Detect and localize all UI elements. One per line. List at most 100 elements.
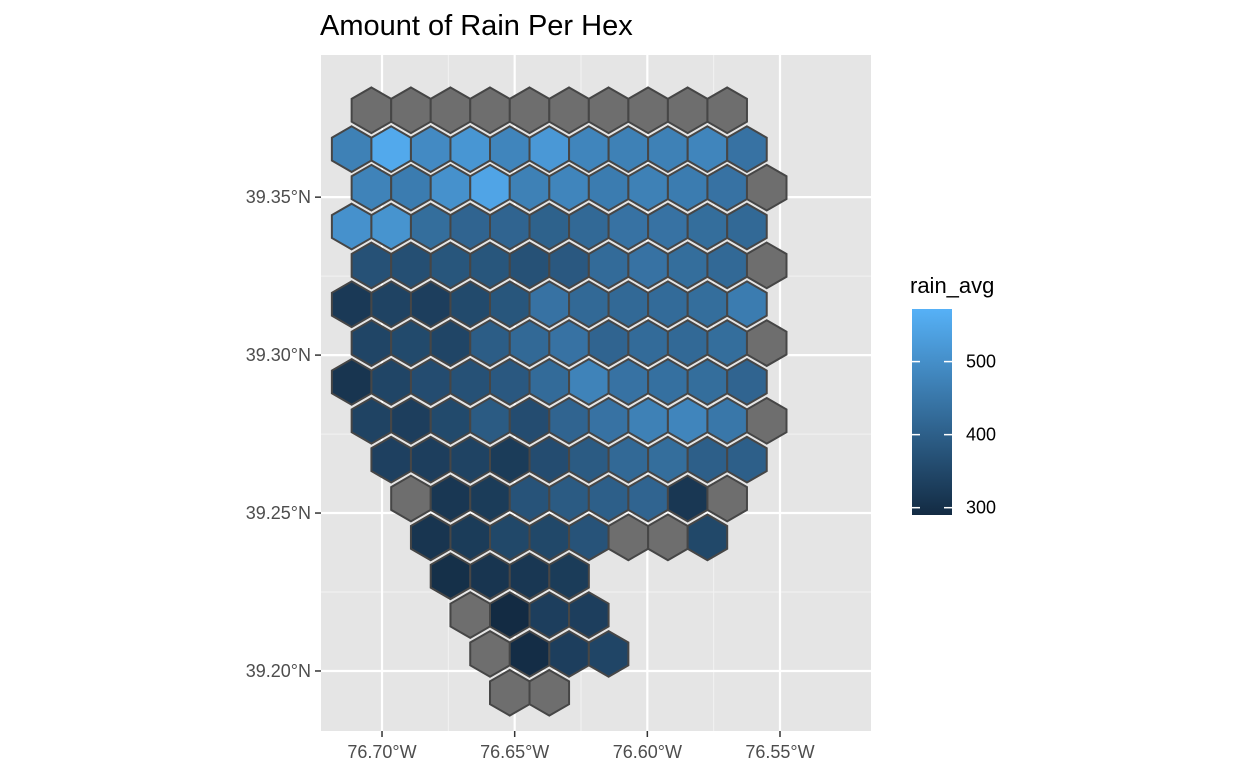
hex-cell — [429, 396, 472, 445]
hex-cell — [449, 202, 492, 251]
hex-cell — [666, 396, 709, 445]
hex-cell — [449, 280, 492, 329]
hex-cell-na — [587, 86, 630, 135]
hex-cell — [390, 241, 432, 290]
hex-cell — [489, 125, 531, 174]
hex-cell-na — [548, 86, 590, 135]
hex-cell-na — [666, 86, 709, 135]
hex-cell — [429, 552, 472, 601]
hex-cell — [686, 202, 729, 251]
hex-cell — [528, 591, 571, 640]
hex-cell — [528, 202, 571, 251]
hex-cell — [587, 474, 630, 523]
hex-cell — [409, 357, 452, 406]
hex-cell — [706, 396, 748, 445]
hex-cell — [469, 474, 511, 523]
hex-cell — [429, 319, 472, 368]
hex-cell — [370, 125, 412, 174]
hex-cell — [607, 125, 650, 174]
hex-cell-na — [627, 86, 669, 135]
hex-cell — [429, 474, 472, 523]
hex-cell — [508, 319, 551, 368]
hex-cell-na — [469, 86, 511, 135]
hex-cell — [548, 319, 590, 368]
hex-cell — [568, 125, 610, 174]
hex-cell — [686, 357, 729, 406]
legend-tick-label: 300 — [966, 498, 996, 518]
hex-cell — [568, 202, 610, 251]
hex-cell — [627, 396, 669, 445]
axes: 76.70°W 76.65°W 76.60°W 76.55°W 39.35°N 39.30… — [246, 187, 815, 762]
y-tick-label: 39.35°N — [246, 187, 311, 207]
hex-cell — [330, 125, 373, 174]
hex-cell — [647, 435, 689, 484]
hex-cell — [429, 163, 472, 212]
hex-cell — [587, 396, 630, 445]
hex-cell — [528, 280, 571, 329]
hex-cell-na — [508, 86, 551, 135]
hex-cell — [469, 163, 511, 212]
hex-cell — [548, 241, 590, 290]
legend-tick-label: 400 — [966, 425, 996, 445]
y-tick-label: 39.20°N — [246, 661, 311, 681]
hex-cell — [647, 202, 689, 251]
hex-cell-na — [390, 86, 432, 135]
hex-cell — [390, 396, 432, 445]
hex-cell — [508, 241, 551, 290]
hex-cell — [528, 435, 571, 484]
hex-cell — [686, 280, 729, 329]
hex-cell — [587, 163, 630, 212]
hex-cell — [666, 241, 709, 290]
hex-cell — [370, 202, 412, 251]
hex-cell-na — [745, 241, 788, 290]
hex-cell — [528, 125, 571, 174]
hex-cell — [350, 319, 393, 368]
hex-cell — [330, 202, 373, 251]
hex-cell — [489, 591, 531, 640]
hex-cell — [607, 202, 650, 251]
hex-cell — [568, 280, 610, 329]
hex-cell — [449, 125, 492, 174]
hex-cell — [528, 513, 571, 562]
hex-cell — [647, 125, 689, 174]
y-tick-label: 39.25°N — [246, 503, 311, 523]
legend-colorbar — [912, 309, 952, 515]
hex-cell-na — [745, 163, 788, 212]
hex-cell-na — [745, 319, 788, 368]
hex-cell — [449, 435, 492, 484]
hex-cell — [390, 319, 432, 368]
hex-cell — [666, 163, 709, 212]
hex-cell — [449, 513, 492, 562]
hex-cell — [548, 474, 590, 523]
hex-cell — [587, 241, 630, 290]
x-tick-label: 76.70°W — [347, 742, 416, 762]
hex-cell-na — [706, 86, 748, 135]
hex-cell — [627, 241, 669, 290]
hex-cell — [449, 357, 492, 406]
hex-cell — [330, 280, 373, 329]
hex-cell — [508, 552, 551, 601]
hex-cell-na — [449, 591, 492, 640]
hex-cell-na — [745, 396, 788, 445]
hex-cell — [489, 357, 531, 406]
hex-cell — [548, 552, 590, 601]
hex-cell — [686, 435, 729, 484]
hex-cell-na — [350, 86, 393, 135]
x-tick-label: 76.60°W — [613, 742, 682, 762]
hex-cell — [528, 357, 571, 406]
hex-cell — [607, 357, 650, 406]
hex-cell — [508, 163, 551, 212]
hex-cell — [469, 319, 511, 368]
hex-cell — [706, 319, 748, 368]
hex-cell — [686, 125, 729, 174]
hex-cell — [627, 163, 669, 212]
hex-cell — [587, 319, 630, 368]
hex-cell — [568, 591, 610, 640]
hex-cell — [390, 163, 432, 212]
x-tick-label: 76.65°W — [480, 742, 549, 762]
hex-cell — [350, 396, 393, 445]
hex-cell — [726, 435, 768, 484]
hex-cell — [409, 280, 452, 329]
